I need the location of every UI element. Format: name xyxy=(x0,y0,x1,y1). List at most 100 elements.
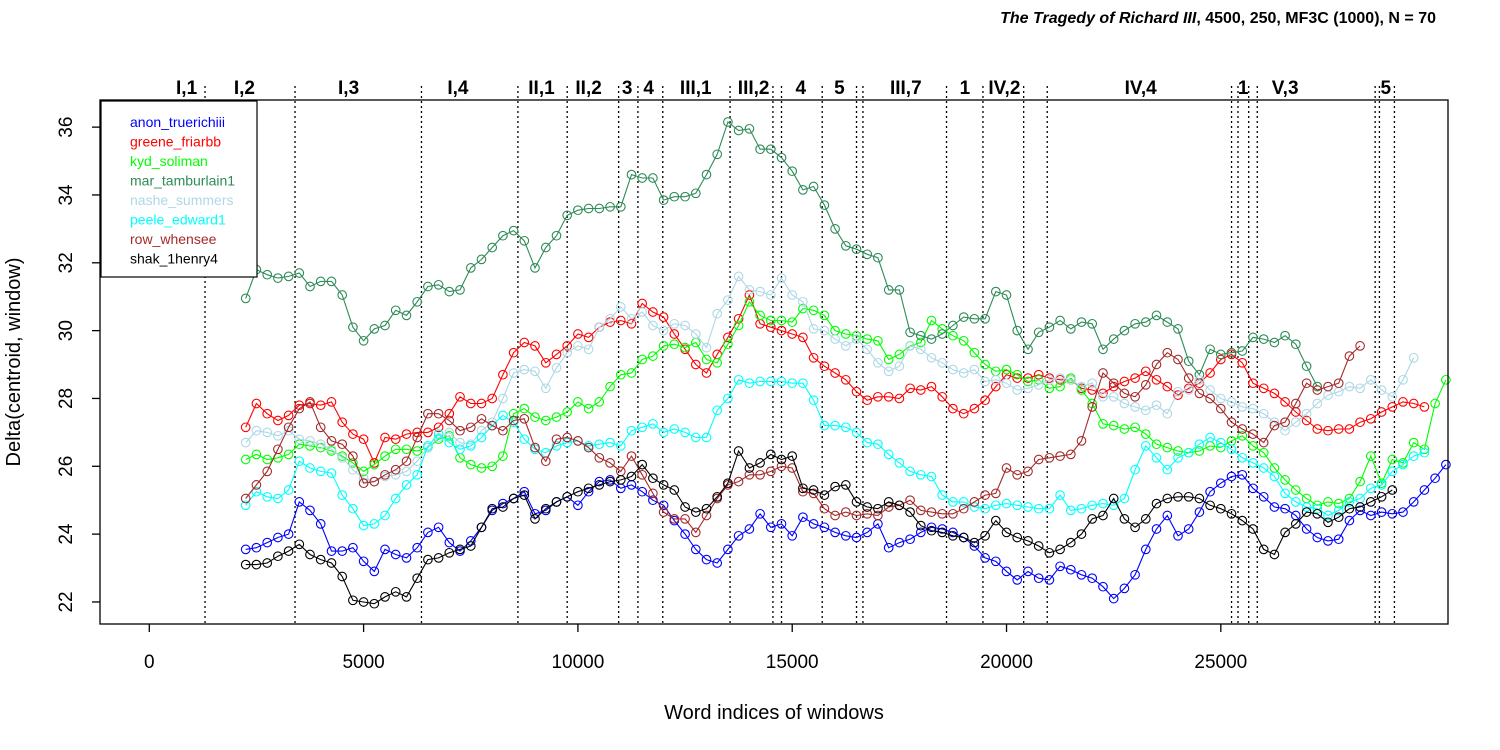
data-point xyxy=(1280,397,1290,407)
data-point xyxy=(873,252,883,263)
data-point xyxy=(1355,383,1365,394)
data-point xyxy=(551,497,562,507)
x-tick-label: 20000 xyxy=(980,652,1033,673)
data-point xyxy=(1055,561,1065,572)
data-point xyxy=(1001,364,1012,375)
data-point xyxy=(423,427,433,438)
data-point xyxy=(1173,354,1183,365)
data-point xyxy=(508,225,519,236)
data-point xyxy=(626,368,637,378)
data-point xyxy=(798,332,808,343)
data-point xyxy=(551,434,562,445)
data-point xyxy=(765,376,776,387)
data-point xyxy=(337,571,348,582)
data-point xyxy=(1001,498,1012,509)
data-point xyxy=(240,422,251,433)
data-point xyxy=(958,497,969,507)
x-tick-label: 10000 xyxy=(551,652,604,673)
data-point xyxy=(1408,437,1419,448)
data-point xyxy=(980,490,990,500)
data-point xyxy=(551,230,562,241)
data-point xyxy=(1162,510,1173,521)
data-point xyxy=(1151,374,1162,385)
legend-box xyxy=(100,100,258,278)
data-point xyxy=(637,486,648,497)
data-point xyxy=(926,471,937,482)
data-point xyxy=(1065,449,1076,460)
data-point xyxy=(883,354,894,365)
data-point xyxy=(1065,374,1076,385)
data-point xyxy=(1333,534,1344,545)
data-point xyxy=(1215,349,1226,360)
data-point xyxy=(733,271,744,282)
data-point xyxy=(573,341,583,351)
data-point xyxy=(1301,408,1312,419)
data-point xyxy=(498,369,508,380)
data-point xyxy=(1130,318,1140,329)
data-point xyxy=(315,422,326,433)
data-point xyxy=(1108,378,1119,389)
data-point xyxy=(958,532,969,543)
x-tick-label: 0 xyxy=(144,652,155,673)
data-point xyxy=(530,412,540,422)
data-point xyxy=(733,320,744,331)
data-point xyxy=(776,325,787,336)
data-point xyxy=(262,537,273,548)
data-point xyxy=(690,359,701,370)
data-point xyxy=(476,254,487,265)
data-point xyxy=(348,503,358,514)
data-point xyxy=(508,415,519,426)
data-point xyxy=(1076,385,1087,395)
data-point xyxy=(1333,424,1344,434)
data-point xyxy=(1151,359,1162,370)
data-point xyxy=(808,395,819,406)
data-point xyxy=(240,454,251,465)
data-point xyxy=(1215,437,1226,448)
y-tick-label: 36 xyxy=(56,117,77,138)
data-point xyxy=(1301,507,1312,517)
data-point xyxy=(1205,432,1215,443)
data-point xyxy=(358,597,369,607)
data-point xyxy=(744,463,755,473)
chart-title-italic: The Tragedy of Richard III xyxy=(1000,10,1197,27)
data-point xyxy=(1226,471,1237,482)
data-point xyxy=(658,480,669,490)
data-point xyxy=(1140,544,1151,555)
data-point xyxy=(851,427,862,438)
data-point xyxy=(1183,491,1194,502)
data-point xyxy=(240,559,251,570)
data-point xyxy=(1001,290,1012,300)
data-point xyxy=(326,558,337,568)
data-point xyxy=(1055,315,1065,326)
data-point xyxy=(1151,310,1162,321)
data-point xyxy=(1162,347,1173,358)
data-point xyxy=(1044,575,1055,585)
data-point xyxy=(444,547,455,558)
data-point xyxy=(401,444,412,455)
data-point xyxy=(1387,391,1398,402)
data-point xyxy=(615,475,626,485)
data-point xyxy=(744,296,755,307)
data-point xyxy=(1269,549,1280,560)
data-point xyxy=(1130,569,1140,580)
data-point xyxy=(401,592,412,602)
data-point xyxy=(648,419,658,429)
scene-label: V,3 xyxy=(1272,78,1299,99)
data-point xyxy=(915,330,926,341)
data-point xyxy=(562,491,573,502)
data-point xyxy=(1023,376,1033,387)
data-point xyxy=(358,520,369,531)
data-point xyxy=(1119,376,1130,387)
data-point xyxy=(1226,444,1237,455)
data-point xyxy=(873,357,883,368)
data-point xyxy=(744,285,755,295)
scene-label: III,2 xyxy=(738,78,770,99)
data-point xyxy=(455,444,465,455)
data-point xyxy=(583,332,594,343)
x-tick-label: 15000 xyxy=(766,652,819,673)
data-point xyxy=(1290,497,1301,507)
data-point xyxy=(262,269,273,280)
data-point xyxy=(926,352,937,363)
data-point xyxy=(455,285,465,295)
data-point xyxy=(326,276,337,287)
